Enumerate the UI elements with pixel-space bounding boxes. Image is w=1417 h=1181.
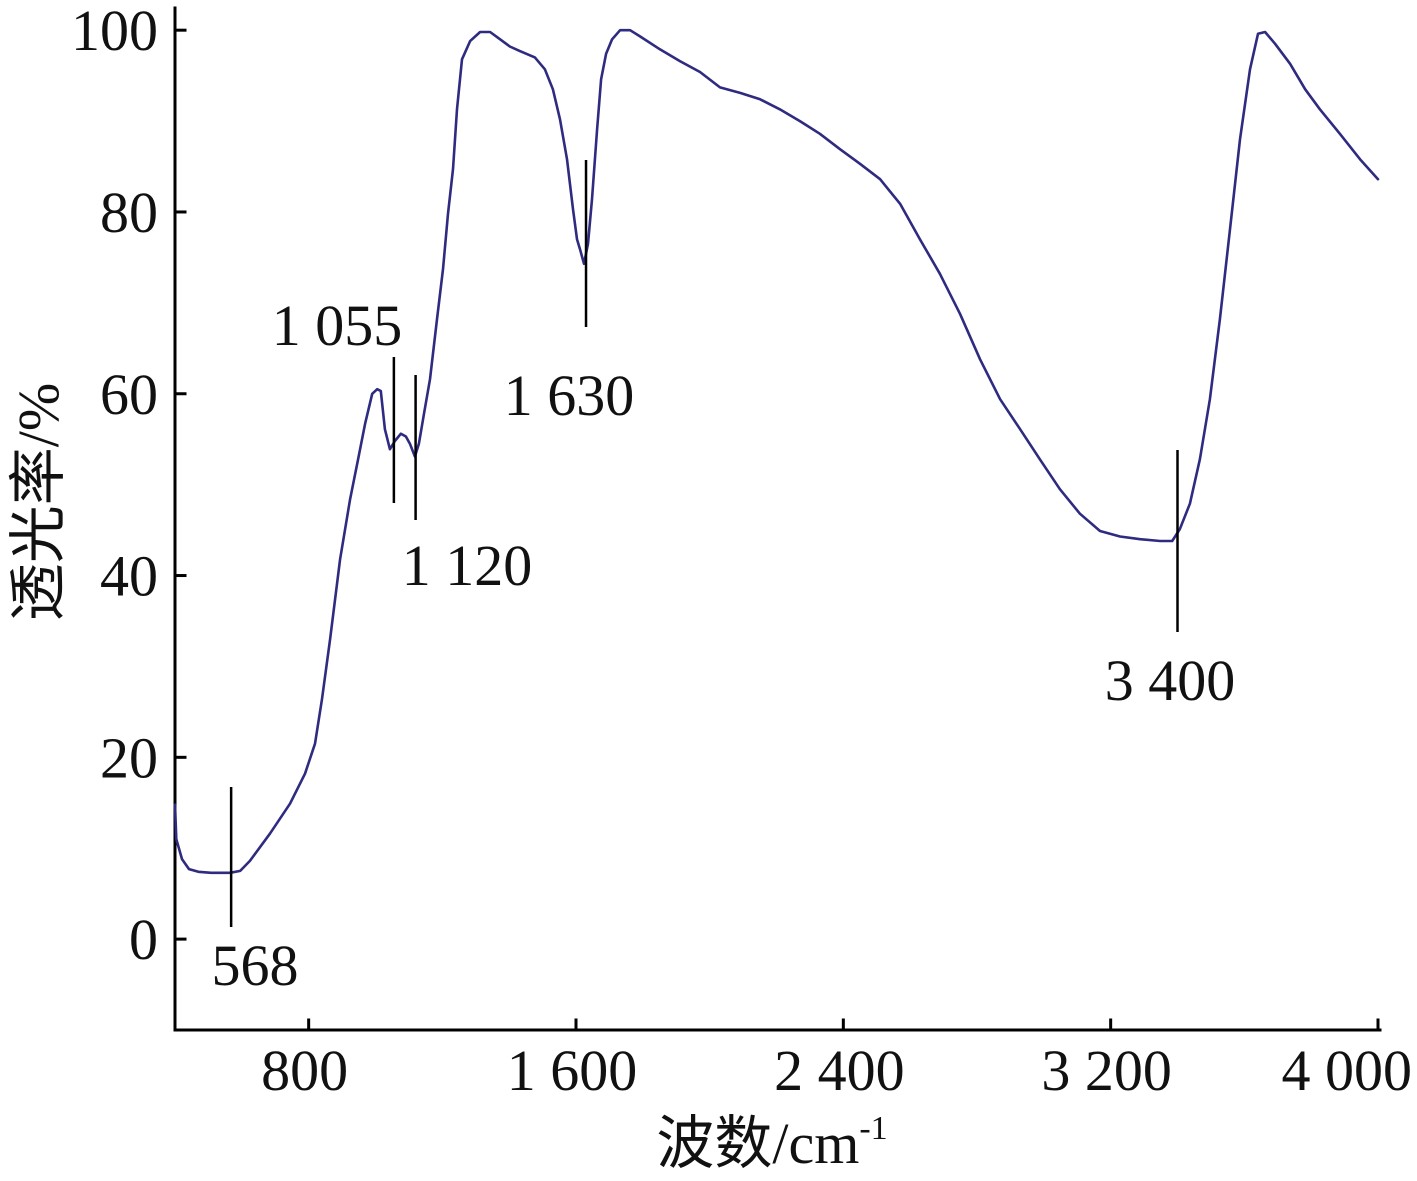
y-tick-label: 20: [100, 725, 158, 790]
transmittance-curve: [173, 28, 1380, 875]
x-tick-label: 3 200: [1041, 1038, 1172, 1103]
x-tick-label: 1 600: [507, 1038, 638, 1103]
y-tick-label: 0: [129, 907, 158, 972]
y-axis-title: 透光率/%: [6, 383, 71, 621]
peak-annotations: 568 1 055 1 120 1 630 3 400: [212, 160, 1236, 998]
x-axis-title: 波数/cm-1: [656, 1110, 887, 1176]
axes: [173, 6, 1382, 1032]
y-tick-label: 100: [71, 0, 158, 63]
peak-label: 3 400: [1105, 648, 1236, 713]
y-tick-label: 60: [100, 362, 158, 427]
y-tick-label: 40: [100, 544, 158, 609]
peak-label: 1 630: [504, 363, 635, 428]
y-tick-label: 80: [100, 180, 158, 245]
series-layer: [173, 28, 1380, 875]
x-tick-label: 800: [261, 1038, 348, 1103]
axis-ticks: 800 1 600 2 400 3 200 4 000 0 20 40 60 80 100: [71, 0, 1412, 1103]
x-axis-title-main: 波数/cm: [656, 1111, 859, 1176]
x-axis-title-superscript: -1: [859, 1110, 887, 1147]
x-tick-label: 2 400: [774, 1038, 905, 1103]
x-tick-label: 4 000: [1282, 1038, 1413, 1103]
peak-label: 1 120: [402, 533, 533, 598]
peak-label: 1 055: [272, 293, 403, 358]
peak-label: 568: [212, 933, 299, 998]
